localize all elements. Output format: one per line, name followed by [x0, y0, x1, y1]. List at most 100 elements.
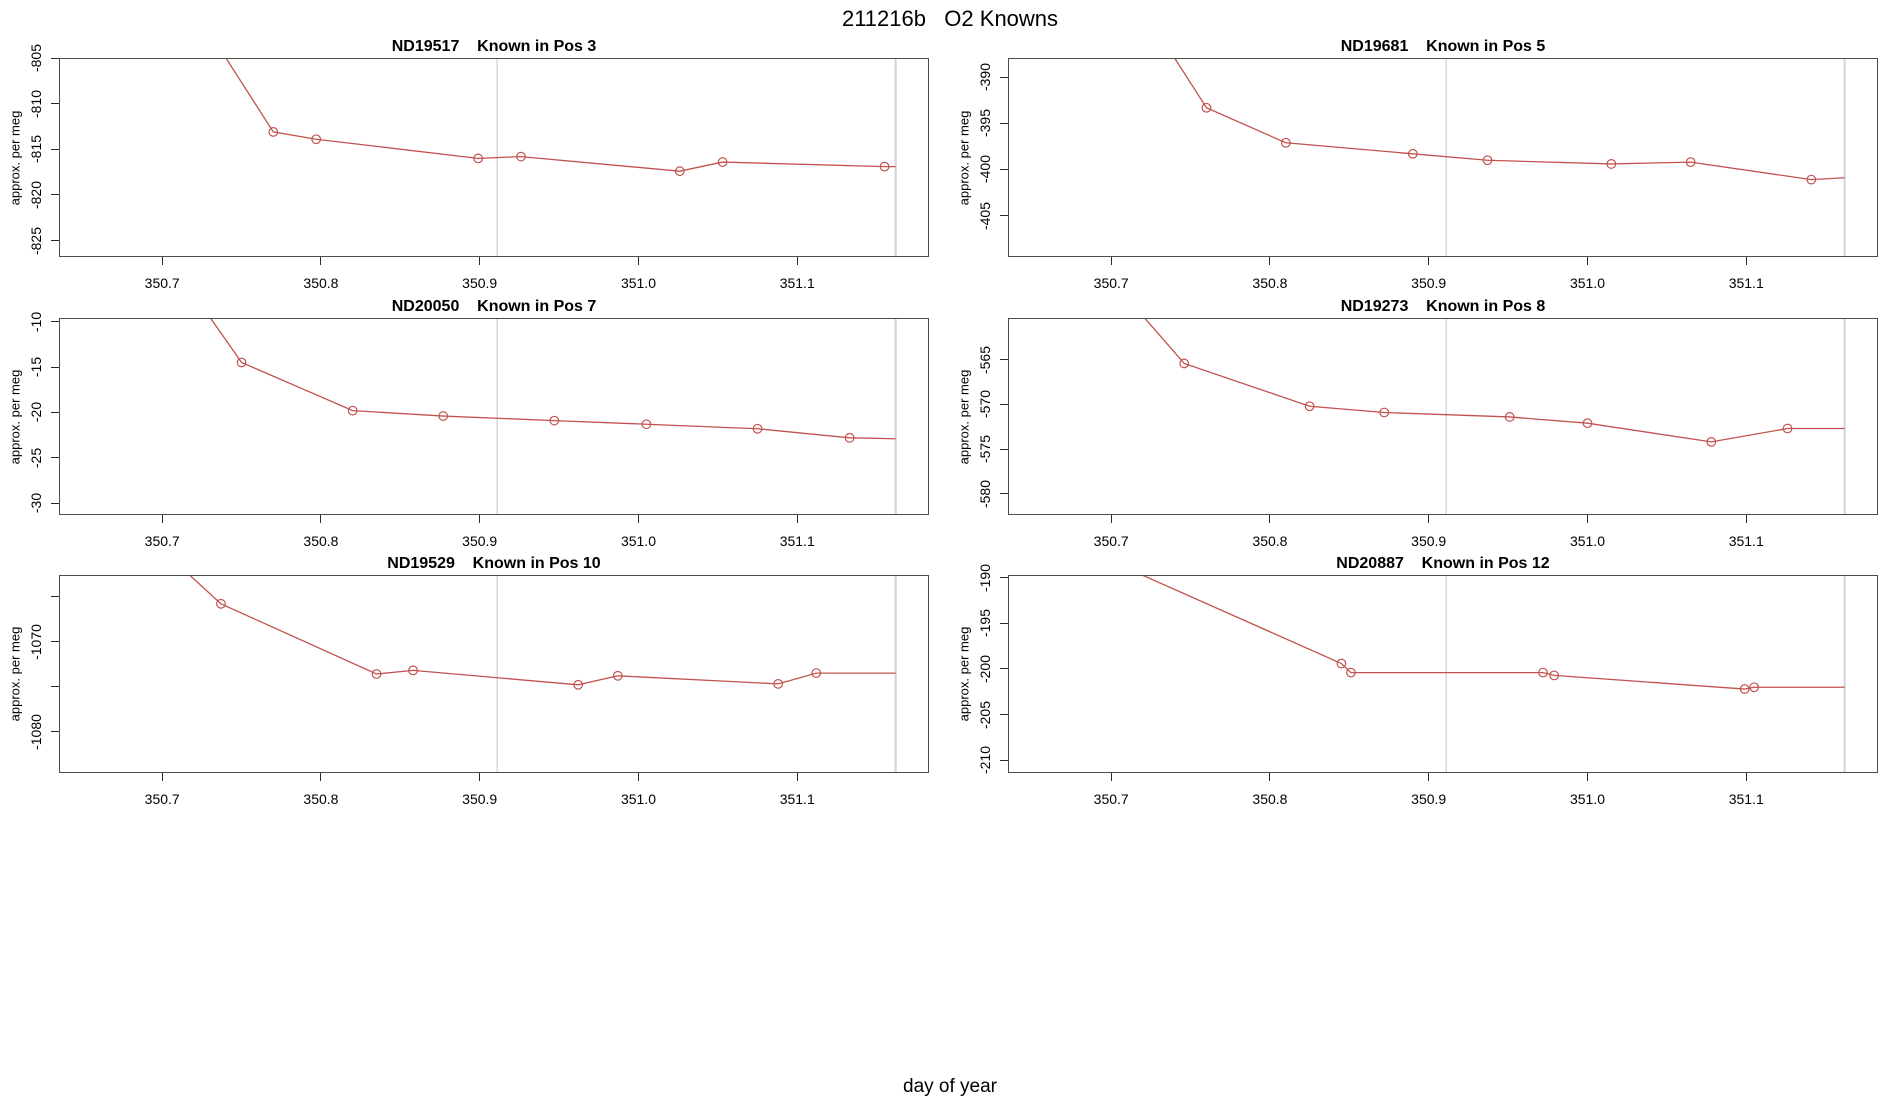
data-point-marker — [236, 357, 247, 368]
x-tick-mark — [479, 773, 481, 781]
data-point-marker — [1538, 667, 1548, 678]
x-tick-label: 350.7 — [144, 791, 180, 807]
y-tick-mark — [1000, 76, 1008, 78]
y-tick-mark — [51, 366, 59, 368]
x-tick-mark — [161, 257, 163, 265]
plot-area — [59, 58, 929, 257]
y-tick-mark — [1000, 493, 1008, 495]
x-tick-label: 350.7 — [1093, 275, 1129, 291]
x-tick-label: 350.8 — [1252, 533, 1288, 549]
main-title: 211216b O2 Knowns — [841, 6, 1059, 31]
plot-box-border — [1008, 318, 1878, 515]
x-tick-label: 350.9 — [1411, 791, 1447, 807]
x-tick-mark — [1269, 773, 1271, 781]
data-point-marker — [1782, 423, 1793, 434]
panel-title: ND19517 Known in Pos 3 — [391, 38, 597, 55]
y-tick-mark — [51, 103, 59, 105]
data-point-marker — [811, 668, 822, 678]
y-tick-label: -190 — [977, 563, 993, 592]
data-point-marker — [347, 405, 358, 416]
x-tick-label: 350.7 — [1093, 533, 1129, 549]
series-line — [209, 318, 896, 440]
y-tick-mark — [1000, 168, 1008, 170]
x-tick-label: 351.1 — [1728, 275, 1764, 291]
series-line — [1140, 575, 1845, 690]
data-point-marker — [674, 166, 685, 177]
x-tick-mark — [1428, 257, 1430, 265]
plot-box-border — [59, 58, 929, 257]
data-point-marker — [216, 598, 226, 609]
y-tick-mark — [1000, 122, 1008, 124]
panel-title: ND20887 Known in Pos 12 — [1336, 555, 1550, 572]
x-tick-label: 351.0 — [620, 275, 656, 291]
x-tick-label: 350.8 — [1252, 791, 1288, 807]
x-tick-label: 351.1 — [779, 791, 815, 807]
x-tick-label: 351.0 — [620, 533, 656, 549]
x-tick-mark — [161, 515, 163, 523]
data-point-marker — [371, 669, 382, 679]
x-tick-label: 351.0 — [1569, 275, 1605, 291]
data-point-marker — [549, 415, 560, 426]
x-tick-mark — [1586, 773, 1588, 781]
series-line — [225, 58, 896, 172]
x-tick-mark — [479, 515, 481, 523]
x-tick-label: 351.0 — [620, 791, 656, 807]
series-line — [1173, 58, 1845, 181]
series-line — [1143, 318, 1845, 443]
y-axis-label: approx. per meg — [956, 626, 972, 722]
y-tick-mark — [1000, 759, 1008, 761]
x-tick-mark — [1110, 773, 1112, 781]
panel-title: ND19681 Known in Pos 5 — [1340, 38, 1546, 55]
x-tick-mark — [1586, 257, 1588, 265]
panel-title: ND19273 Known in Pos 8 — [1340, 298, 1546, 315]
x-tick-label: 351.1 — [779, 533, 815, 549]
data-point-marker — [844, 432, 855, 443]
y-tick-mark — [51, 240, 59, 242]
y-tick-mark — [51, 502, 59, 504]
data-point-marker — [1606, 159, 1617, 169]
y-tick-mark — [51, 686, 59, 688]
x-tick-mark — [1745, 257, 1747, 265]
x-tick-label: 351.1 — [1728, 533, 1764, 549]
y-tick-mark — [51, 457, 59, 459]
x-tick-label: 350.7 — [144, 275, 180, 291]
plot-area — [1008, 318, 1878, 515]
x-tick-mark — [1428, 773, 1430, 781]
series-line — [188, 575, 896, 686]
x-tick-label: 350.8 — [303, 791, 339, 807]
data-point-marker — [268, 127, 279, 137]
x-tick-mark — [1745, 773, 1747, 781]
data-point-marker — [879, 161, 890, 172]
data-point-marker — [1304, 401, 1315, 412]
x-tick-mark — [796, 773, 798, 781]
y-tick-label: -200 — [977, 654, 993, 683]
x-tick-mark — [1110, 515, 1112, 523]
x-tick-label: 351.1 — [1728, 791, 1764, 807]
y-tick-mark — [51, 411, 59, 413]
y-tick-mark — [1000, 577, 1008, 579]
x-tick-mark — [320, 515, 322, 523]
data-point-marker — [641, 419, 652, 430]
x-tick-label: 351.0 — [1569, 791, 1605, 807]
plot-area — [1008, 58, 1878, 257]
y-tick-mark — [1000, 215, 1008, 217]
data-point-marker — [516, 151, 526, 162]
y-tick-mark — [51, 321, 59, 323]
x-tick-label: 350.7 — [1093, 791, 1129, 807]
x-tick-label: 350.8 — [1252, 275, 1288, 291]
x-tick-mark — [1269, 257, 1271, 265]
data-point-marker — [1379, 407, 1390, 418]
x-tick-mark — [1745, 515, 1747, 523]
plot-area — [59, 318, 929, 515]
x-tick-mark — [796, 515, 798, 523]
panel-title: ND19529 Known in Pos 10 — [387, 555, 601, 572]
x-tick-mark — [479, 257, 481, 265]
data-point-marker — [573, 679, 584, 690]
x-tick-label: 350.9 — [462, 533, 498, 549]
data-point-marker — [1407, 148, 1418, 159]
data-point-marker — [1336, 658, 1347, 669]
data-point-marker — [1201, 102, 1212, 113]
